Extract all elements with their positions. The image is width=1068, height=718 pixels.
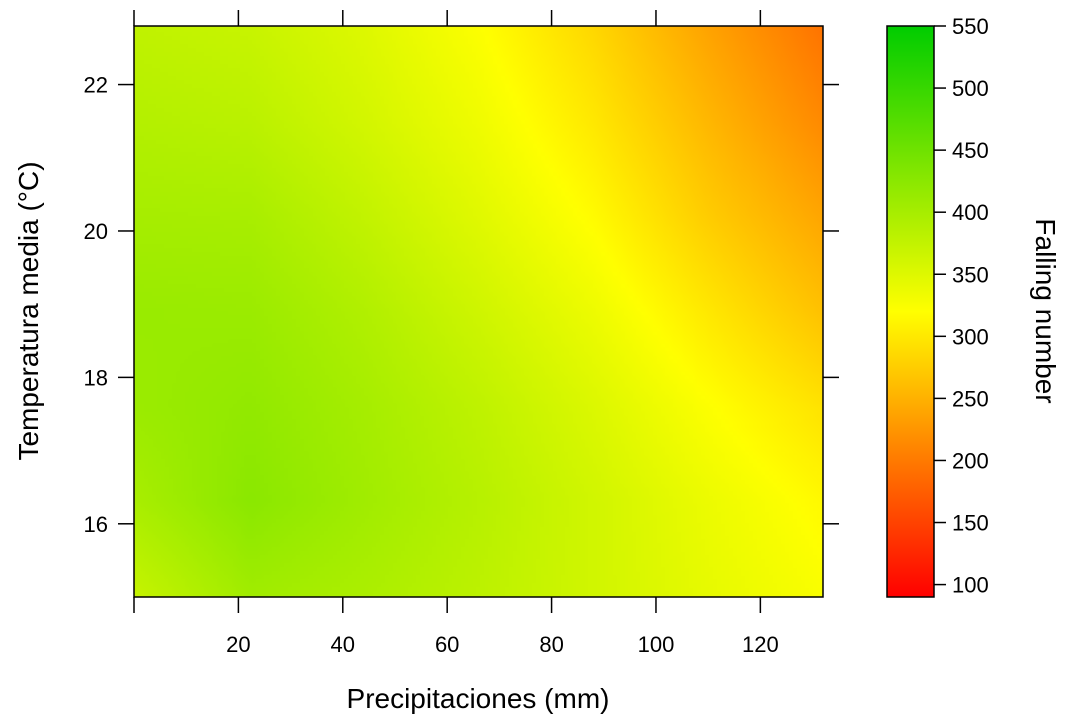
- x-axis-label: Precipitaciones (mm): [347, 683, 610, 714]
- x-tick-label: 60: [435, 632, 459, 657]
- colorbar-tick-label: 400: [952, 200, 989, 225]
- x-tick-label: 40: [331, 632, 355, 657]
- colorbar-tick-label: 200: [952, 448, 989, 473]
- colorbar-tick-label: 550: [952, 14, 989, 39]
- colorbar-ticks: 100 150 200 250 300 350 400 450 500 550: [934, 14, 989, 598]
- colorbar-tick-label: 150: [952, 511, 989, 536]
- colorbar-tick-label: 100: [952, 573, 989, 598]
- colorbar-tick-label: 300: [952, 324, 989, 349]
- colorbar: [887, 26, 934, 597]
- colorbar-frame: [886, 25, 935, 598]
- colorbar-tick-label: 500: [952, 76, 989, 101]
- y-tick-label: 18: [84, 365, 108, 390]
- y-axis-ticks: 16 18 20 22: [84, 73, 134, 537]
- x-tick-label: 80: [539, 632, 563, 657]
- colorbar-label: Falling number: [1030, 218, 1061, 403]
- x-axis-ticks: 20 40 60 80 100 120: [133, 597, 779, 657]
- heatmap-surface: [134, 26, 823, 597]
- x-tick-label: 100: [638, 632, 675, 657]
- y-axis-right-ticks: [823, 83, 839, 525]
- y-axis-label: Temperatura media (°C): [13, 161, 44, 460]
- x-tick-label: 20: [226, 632, 250, 657]
- x-tick-label: 120: [742, 632, 779, 657]
- colorbar-tick-label: 450: [952, 138, 989, 163]
- colorbar-tick-label: 350: [952, 262, 989, 287]
- y-tick-label: 22: [84, 73, 108, 98]
- y-tick-label: 16: [84, 512, 108, 537]
- plot-frame: [133, 25, 824, 598]
- colorbar-tick-label: 250: [952, 386, 989, 411]
- y-tick-label: 20: [84, 219, 108, 244]
- x-axis-top-ticks: [133, 10, 762, 26]
